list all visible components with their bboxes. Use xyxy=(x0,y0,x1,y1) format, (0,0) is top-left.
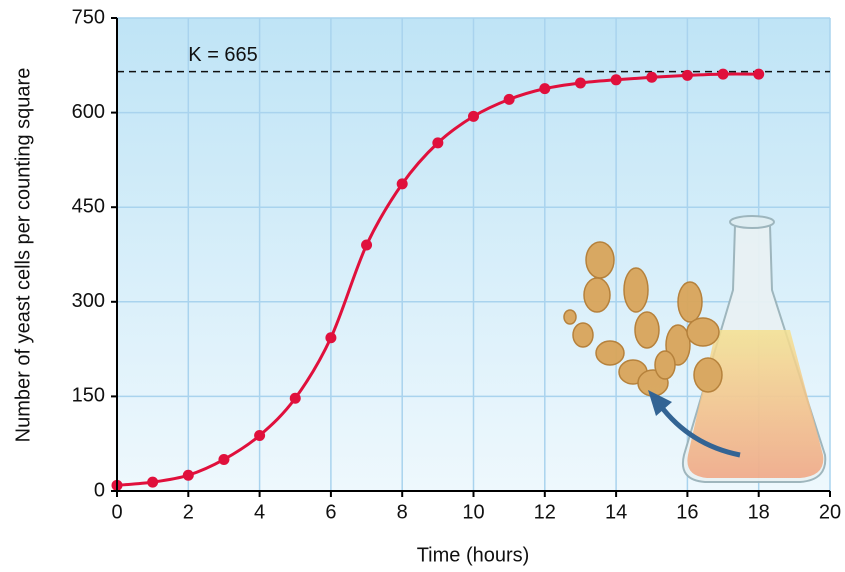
data-point xyxy=(289,392,301,404)
data-point xyxy=(610,74,622,86)
yeast-cells xyxy=(563,241,723,397)
data-point xyxy=(539,83,551,95)
y-tick-label: 750 xyxy=(72,6,105,28)
x-tick-label: 12 xyxy=(534,501,556,523)
data-point xyxy=(503,93,515,105)
data-point xyxy=(574,77,586,89)
x-tick-label: 10 xyxy=(462,501,484,523)
k-label: K = 665 xyxy=(188,44,258,66)
x-tick-label: 4 xyxy=(254,501,265,523)
data-point xyxy=(325,332,337,344)
data-point xyxy=(218,453,230,465)
data-point xyxy=(717,68,729,80)
data-point xyxy=(396,178,408,190)
data-point xyxy=(468,110,479,122)
data-point xyxy=(182,469,194,481)
grid xyxy=(116,17,831,492)
data-point xyxy=(681,69,693,81)
data-point xyxy=(753,68,765,80)
data-point xyxy=(646,71,658,83)
illustration xyxy=(563,215,827,483)
x-axis-label: Time (hours) xyxy=(417,544,530,566)
x-tick-label: 0 xyxy=(111,501,122,523)
y-tick-label: 0 xyxy=(94,479,105,501)
x-tick-label: 18 xyxy=(748,501,770,523)
x-tick-label: 14 xyxy=(605,501,627,523)
y-tick-label: 600 xyxy=(72,101,105,123)
x-tick-label: 6 xyxy=(325,501,336,523)
y-tick-label: 150 xyxy=(72,385,105,407)
y-tick-label: 300 xyxy=(72,290,105,312)
flask-liquid xyxy=(687,330,824,478)
data-point xyxy=(254,430,266,442)
data-point xyxy=(432,137,444,149)
data-point xyxy=(361,239,373,251)
x-tick-label: 20 xyxy=(819,501,841,523)
marks: K = 665 xyxy=(111,44,830,491)
x-tick-label: 16 xyxy=(676,501,698,523)
arrow xyxy=(658,403,741,458)
y-tick-label: 450 xyxy=(72,195,105,217)
data-point xyxy=(147,476,159,488)
flask-rim xyxy=(729,215,775,229)
x-tick-label: 2 xyxy=(183,501,194,523)
arrow-head xyxy=(648,390,672,416)
x-tick-label: 8 xyxy=(397,501,408,523)
y-axis-label: Number of yeast cells per counting squar… xyxy=(12,68,34,443)
